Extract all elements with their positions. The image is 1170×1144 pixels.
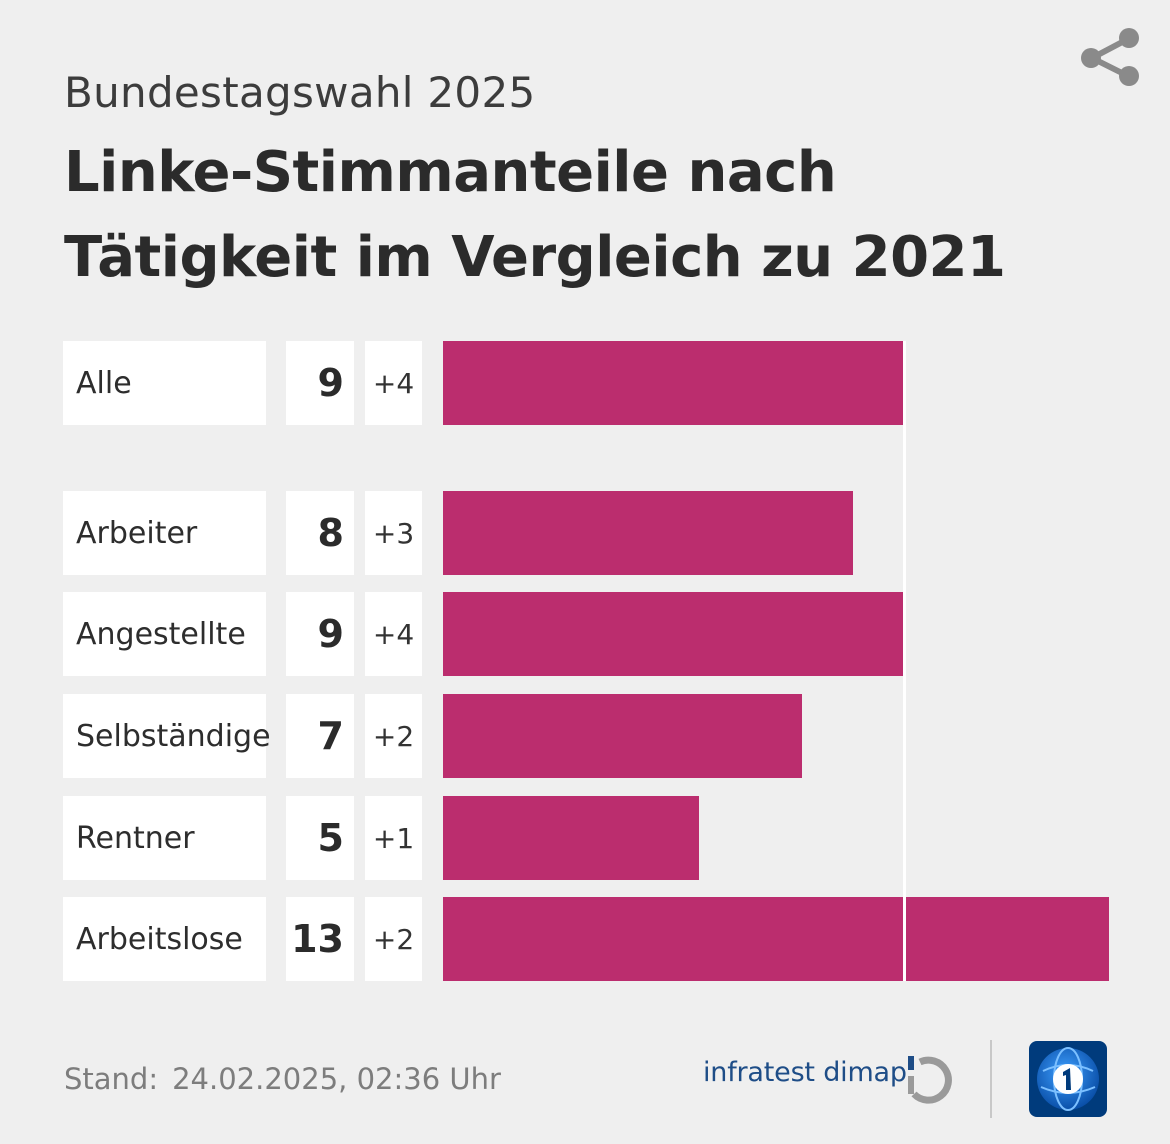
row-value: 5 (286, 796, 354, 880)
chart-title: Linke-Stimmanteile nach Tätigkeit im Ver… (64, 140, 1006, 290)
row-change: +1 (365, 796, 422, 880)
stand-label: Stand: (64, 1062, 159, 1096)
bar (443, 592, 904, 676)
source-label: infratest dimap (703, 1057, 907, 1088)
timestamp: Stand: 24.02.2025, 02:36 Uhr (64, 1062, 501, 1096)
bar (443, 897, 1109, 981)
row-label: Alle (63, 341, 266, 425)
row-value: 8 (286, 491, 354, 575)
row-value: 13 (286, 897, 354, 981)
bar (443, 796, 699, 880)
row-label: Selbständige (63, 694, 271, 778)
row-change: +4 (365, 341, 422, 425)
row-label: Arbeitslose (63, 897, 266, 981)
bar (443, 694, 802, 778)
row-label: Arbeiter (63, 491, 266, 575)
footer-divider (990, 1040, 992, 1118)
share-icon[interactable] (1078, 26, 1142, 88)
stand-date: 24.02.2025, 02:36 Uhr (172, 1062, 501, 1096)
row-label: Rentner (63, 796, 266, 880)
row-change: +4 (365, 592, 422, 676)
ard-tagesschau-logo-icon[interactable] (1029, 1041, 1107, 1117)
row-value: 7 (286, 694, 354, 778)
bar (443, 341, 904, 425)
row-value: 9 (286, 592, 354, 676)
row-change: +2 (365, 897, 422, 981)
chart-subtitle: Bundestagswahl 2025 (64, 68, 536, 117)
reference-line (903, 341, 906, 981)
row-value: 9 (286, 341, 354, 425)
row-change: +2 (365, 694, 422, 778)
row-change: +3 (365, 491, 422, 575)
bar (443, 491, 853, 575)
infratest-dimap-logo-icon (908, 1056, 952, 1104)
row-label: Angestellte (63, 592, 266, 676)
